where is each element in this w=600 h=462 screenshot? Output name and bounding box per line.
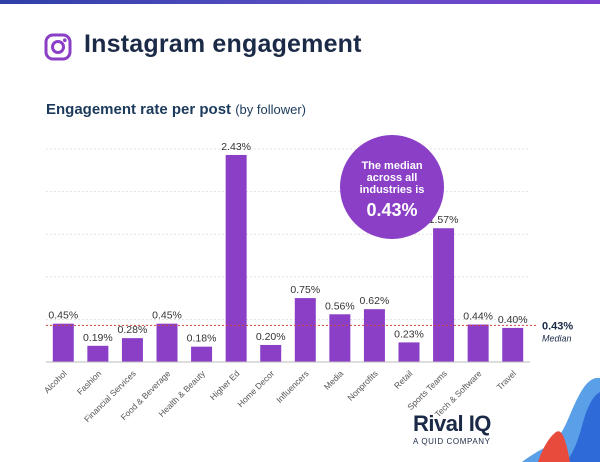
bar-value-label: 0.56%: [325, 300, 355, 312]
median-value-label: 0.43%: [542, 320, 573, 332]
median-callout-circle: [340, 135, 444, 239]
bar: [87, 345, 109, 362]
bar-value-label: 0.19%: [83, 332, 113, 344]
bar: [121, 338, 143, 362]
bar-value-label: 1.57%: [429, 214, 459, 226]
callout-text: The median: [361, 160, 422, 172]
bar: [467, 324, 489, 362]
bar-value-label: 0.75%: [290, 284, 320, 296]
callout-value: 0.43%: [366, 200, 417, 220]
bar-value-label: 0.45%: [48, 310, 78, 322]
bar: [294, 298, 316, 362]
top-accent-bar: [0, 0, 600, 4]
bar: [398, 342, 420, 362]
bar-value-label: 0.23%: [394, 328, 424, 340]
bar: [52, 323, 74, 362]
bar: [191, 346, 213, 362]
bar: [225, 154, 247, 362]
bar-value-label: 0.62%: [360, 295, 390, 307]
bar: [433, 228, 455, 362]
logo-text: Rival IQ: [413, 411, 491, 436]
bar: [260, 344, 282, 362]
chart-title-text: Engagement rate per post: [46, 101, 232, 118]
logo-subtext: A QUID COMPANY: [413, 437, 491, 446]
bar: [502, 327, 524, 362]
page-title: Instagram engagement: [84, 30, 362, 58]
rival-iq-logo: Rival IQ A QUID COMPANY: [413, 411, 491, 447]
bar-value-label: 0.18%: [187, 333, 217, 345]
bar-value-label: 2.43%: [221, 141, 251, 153]
callout-text: across all: [367, 172, 418, 184]
bar: [329, 314, 351, 362]
callout-text: industries is: [360, 184, 425, 196]
chart-title: Engagement rate per post (by follower): [46, 101, 306, 118]
chart-subtitle: (by follower): [235, 102, 307, 117]
instagram-icon: [44, 33, 72, 61]
bar-value-label: 0.28%: [118, 324, 148, 336]
bar-value-label: 0.40%: [498, 314, 528, 326]
bar-value-label: 0.20%: [256, 331, 286, 343]
bar: [156, 323, 178, 362]
bar-value-label: 0.44%: [463, 311, 493, 323]
bar-value-label: 0.45%: [152, 310, 182, 322]
median-caption: Median: [542, 333, 572, 343]
bar: [363, 309, 385, 362]
